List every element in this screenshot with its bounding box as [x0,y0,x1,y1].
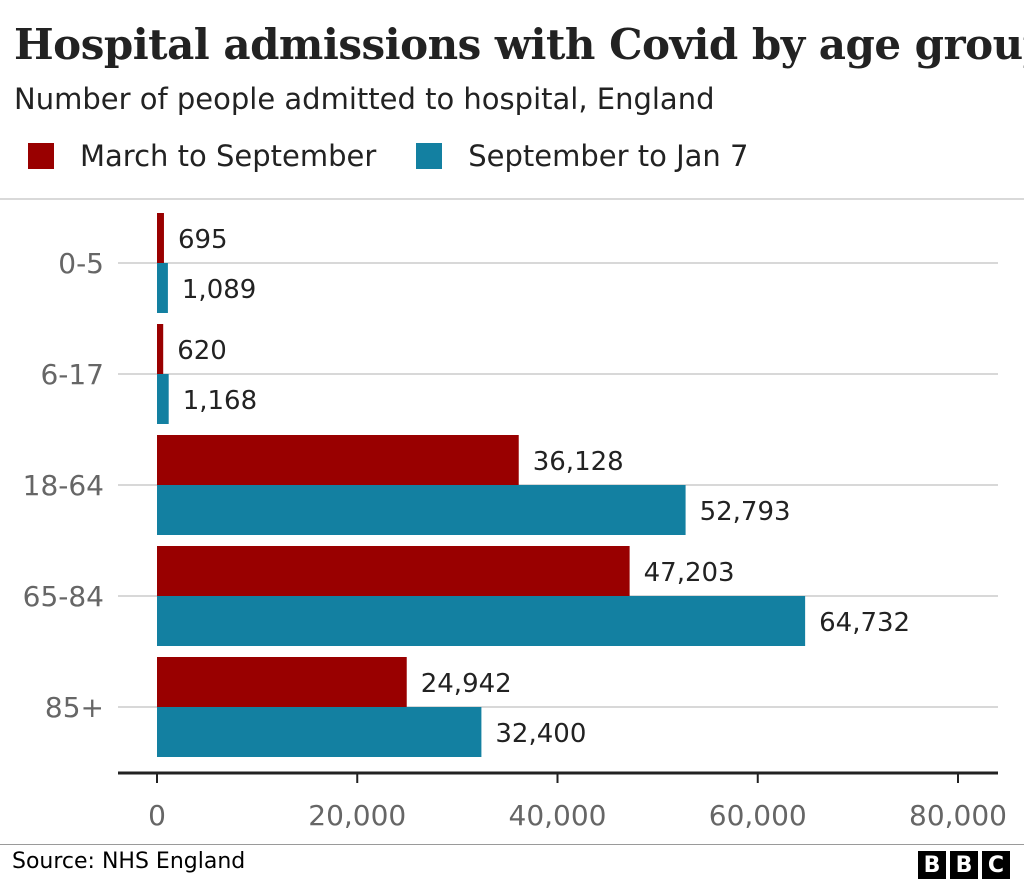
data-label-series-1: 47,203 [644,558,735,588]
bar-series-2-6-17 [157,374,169,424]
bbc-logo-letter-1: B [918,851,946,879]
bar-series-1-0-5 [157,213,164,263]
data-label-series-1: 36,128 [533,447,624,477]
category-label: 85+ [45,691,104,724]
data-label-series-2: 64,732 [819,608,910,638]
legend-swatch-series-2 [416,143,443,169]
data-label-series-1: 695 [178,225,228,255]
data-label-series-2: 32,400 [495,719,586,749]
bar-series-2-65-84 [157,596,806,646]
x-tick-label: 60,000 [709,799,807,832]
category-label: 65-84 [23,580,104,613]
source-note: Source: NHS England [12,849,246,874]
chart-title: Hospital admissions with Covid by age gr… [14,20,1024,69]
legend-swatch-series-1 [28,143,54,169]
footer: Source: NHS England B B C [0,844,1024,881]
x-tick-label: 40,000 [509,799,607,832]
legend: March to September September to Jan 7 [28,138,788,174]
category-label: 6-17 [40,358,104,391]
legend-label-series-2: September to Jan 7 [468,139,749,173]
header-divider [0,198,1024,200]
chart-subtitle: Number of people admitted to hospital, E… [14,82,715,116]
data-label-series-1: 620 [177,336,227,366]
data-label-series-1: 24,942 [421,669,512,699]
bar-series-1-6-17 [157,324,164,374]
legend-label-series-1: March to September [80,139,377,173]
x-tick-label: 0 [148,799,166,832]
bar-series-1-85+ [157,657,407,707]
bbc-logo-letter-3: C [982,851,1010,879]
x-tick-label: 80,000 [909,799,1007,832]
data-label-series-2: 52,793 [700,497,791,527]
bbc-logo: B B C [914,851,1010,879]
legend-item-series-2: September to Jan 7 [416,139,748,173]
category-label: 0-5 [58,247,104,280]
bar-chart: 0-5 6-17 18-64 65-84 85+ 695 620 36,128 47,203 24… [23,213,1007,832]
data-label-series-2: 1,089 [182,275,256,305]
category-label: 18-64 [23,469,104,502]
bar-series-1-65-84 [157,546,630,596]
bar-series-1-18-64 [157,435,519,485]
bbc-logo-letter-2: B [950,851,978,879]
data-label-series-2: 1,168 [183,386,257,416]
legend-item-series-1: March to September [28,139,376,173]
bar-series-2-18-64 [157,485,686,535]
x-tick-label: 20,000 [308,799,406,832]
bar-series-2-85+ [157,707,482,757]
bar-series-2-0-5 [157,263,168,313]
